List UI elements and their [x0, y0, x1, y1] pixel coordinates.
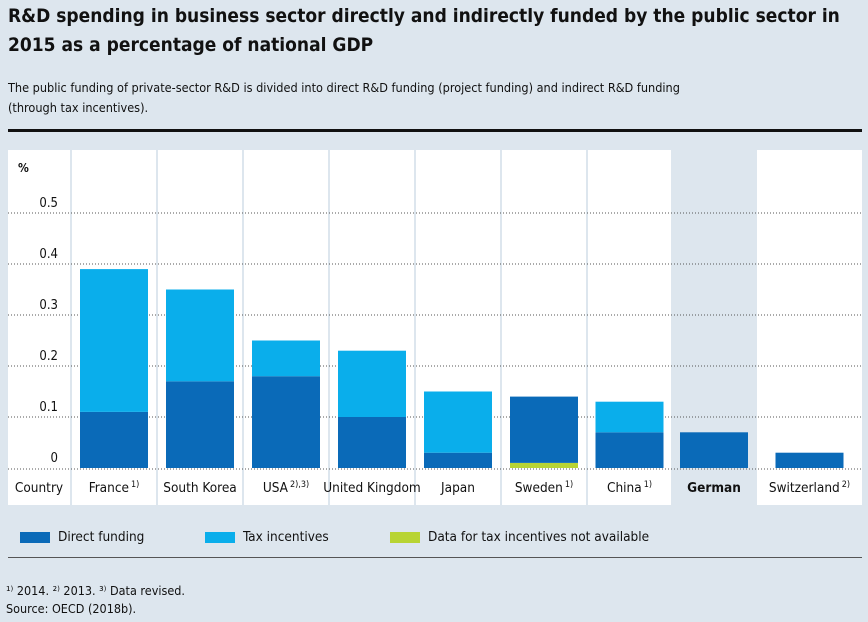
bar-tax-incentives-united-kingdom	[338, 350, 406, 417]
bar-direct-funding-china	[595, 432, 664, 468]
legend-item-direct: Direct funding	[8, 525, 144, 549]
bar-tax-incentives-china	[595, 401, 664, 433]
bar-data-for-tax-incentives-not-available-sweden	[510, 462, 578, 468]
footer-rule	[8, 557, 862, 558]
x-axis-first-label: Country	[15, 480, 63, 496]
legend: Direct funding Tax incentives Data for t…	[8, 525, 862, 549]
y-tick-label: 0.5	[39, 196, 58, 211]
chart-title: R&D spending in business sector directly…	[8, 5, 840, 56]
bar-direct-funding-german	[680, 432, 748, 468]
bar-direct-funding-japan	[424, 452, 492, 468]
bar-tax-incentives-japan	[424, 391, 492, 453]
x-tick-label-china: China 1)	[607, 480, 652, 496]
legend-swatch-direct	[20, 531, 50, 543]
y-tick-label: 0.1	[39, 400, 58, 415]
source-note: Source: OECD (2018b).	[6, 601, 137, 616]
y-tick-label: 0.4	[39, 247, 58, 262]
bar-tax-incentives-south-korea	[166, 289, 234, 382]
legend-swatch-na	[390, 531, 420, 543]
legend-label-tax: Tax incentives	[243, 529, 329, 545]
y-tick-label: 0.3	[39, 298, 58, 313]
x-tick-label-japan: Japan	[440, 480, 475, 496]
bar-direct-funding-south-korea	[166, 381, 234, 468]
bar-tax-incentives-france	[80, 269, 148, 412]
x-tick-label-german: German	[687, 480, 741, 496]
bar-direct-funding-switzerland	[775, 452, 844, 468]
legend-item-tax: Tax incentives	[193, 525, 329, 549]
x-tick-label-switzerland: Switzerland 2)	[769, 480, 850, 496]
x-tick-label-france: France 1)	[89, 480, 140, 496]
bar-direct-funding-usa	[252, 376, 320, 468]
x-tick-label-united-kingdom: United Kingdom	[323, 480, 421, 496]
bar-direct-funding-united-kingdom	[338, 417, 406, 468]
y-axis-unit: %	[18, 161, 29, 175]
legend-label-na: Data for tax incentives not available	[428, 529, 650, 545]
y-tick-label: 0.2	[39, 349, 58, 364]
x-tick-label-usa: USA 2),3)	[263, 480, 309, 496]
bar-direct-funding-sweden	[510, 396, 578, 463]
legend-item-na: Data for tax incentives not available	[378, 525, 649, 549]
legend-label-direct: Direct funding	[58, 529, 145, 545]
bar-tax-incentives-usa	[252, 340, 320, 377]
x-tick-label-south-korea: South Korea	[163, 480, 237, 496]
legend-swatch-tax	[205, 531, 235, 543]
footnotes: ¹⁾ 2014. ²⁾ 2013. ³⁾ Data revised.	[6, 583, 185, 598]
y-tick-label: 0	[51, 451, 58, 466]
x-tick-label-sweden: Sweden 1)	[515, 480, 573, 496]
bar-direct-funding-france	[80, 411, 148, 468]
chart-subtitle: The public funding of private-sector R&D…	[8, 80, 680, 115]
header-rule	[8, 129, 862, 132]
